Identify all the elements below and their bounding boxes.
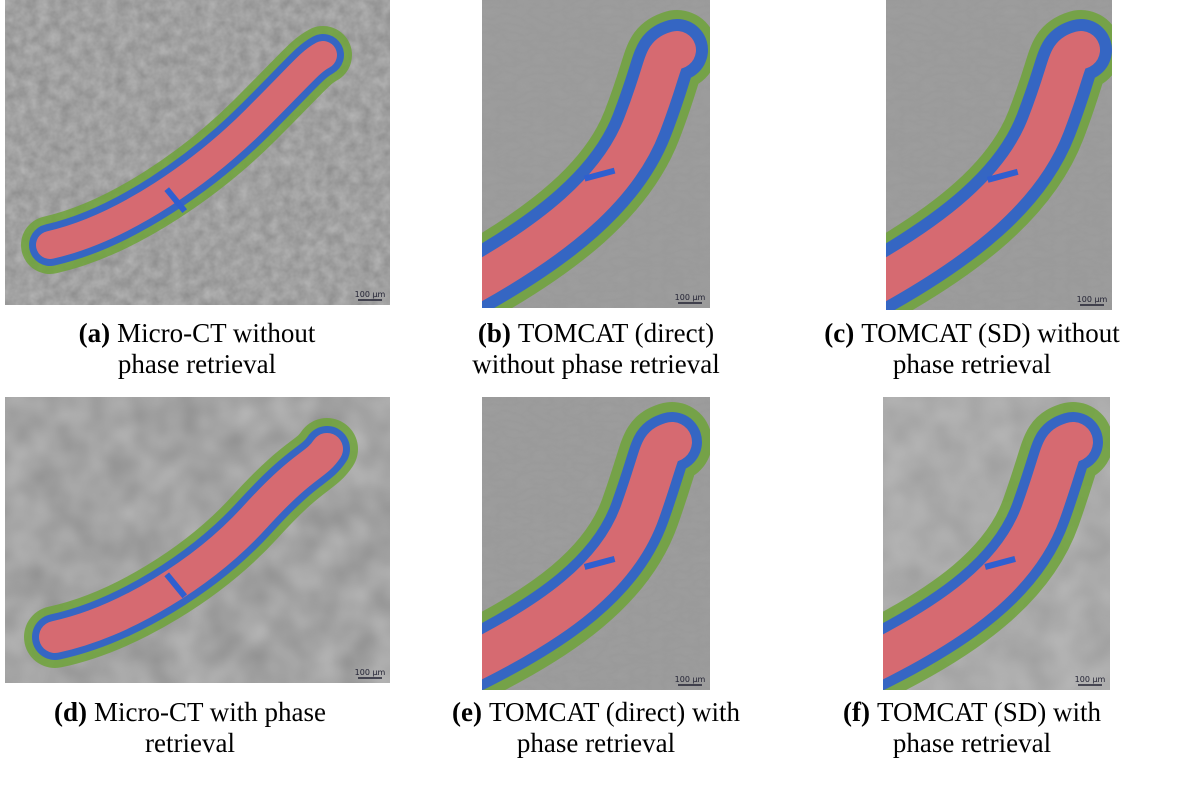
caption-label: (b) (478, 318, 511, 348)
panel-image: 100 µm (5, 397, 390, 683)
panel-image: 100 µm (876, 0, 1112, 310)
caption-line: phase retrieval (824, 349, 1120, 380)
caption-line: (d)Micro-CT with phase (54, 697, 326, 728)
caption-line: (e)TOMCAT (direct) with (452, 697, 740, 728)
panel-image: 100 µm (472, 0, 710, 308)
caption-label: (a) (79, 318, 110, 348)
panel-image: 100 µm (5, 0, 390, 305)
caption-line: (c)TOMCAT (SD) without (824, 318, 1120, 349)
scale-bar-label: 100 µm (1075, 675, 1106, 684)
caption-line: (a)Micro-CT without (79, 318, 316, 349)
caption-line: phase retrieval (452, 728, 740, 759)
caption-line: phase retrieval (79, 349, 316, 380)
panel-image: 100 µm (472, 397, 710, 690)
caption-label: (e) (452, 697, 482, 727)
caption-text: TOMCAT (SD) with (877, 697, 1101, 727)
scale-bar-label: 100 µm (1077, 295, 1108, 304)
caption-text: Micro-CT without (117, 318, 315, 348)
caption-text: TOMCAT (SD) without (861, 318, 1120, 348)
figure: 100 µm 100 µm 100 µm 100 µm 100 µm 100 µm (a)… (0, 0, 1197, 791)
caption-line: phase retrieval (843, 728, 1101, 759)
caption-line: retrieval (54, 728, 326, 759)
scale-bar-label: 100 µm (355, 668, 386, 677)
caption-text: TOMCAT (direct) with (489, 697, 740, 727)
caption-label: (c) (824, 318, 854, 348)
caption-line: (b)TOMCAT (direct) (472, 318, 719, 349)
caption-text: Micro-CT with phase (94, 697, 326, 727)
caption-line: without phase retrieval (472, 349, 719, 380)
caption-text: TOMCAT (direct) (518, 318, 714, 348)
caption-label: (f) (843, 697, 870, 727)
scale-bar-label: 100 µm (675, 675, 706, 684)
scale-bar-label: 100 µm (355, 290, 386, 299)
caption-line: (f) TOMCAT (SD) with (843, 697, 1101, 728)
caption: (b)TOMCAT (direct)without phase retrieva… (472, 318, 719, 380)
figure-images: 100 µm 100 µm 100 µm 100 µm 100 µm 100 µm (0, 0, 1197, 791)
caption-label: (d) (54, 697, 87, 727)
panel-image: 100 µm (873, 397, 1110, 690)
scale-bar-label: 100 µm (675, 293, 706, 302)
